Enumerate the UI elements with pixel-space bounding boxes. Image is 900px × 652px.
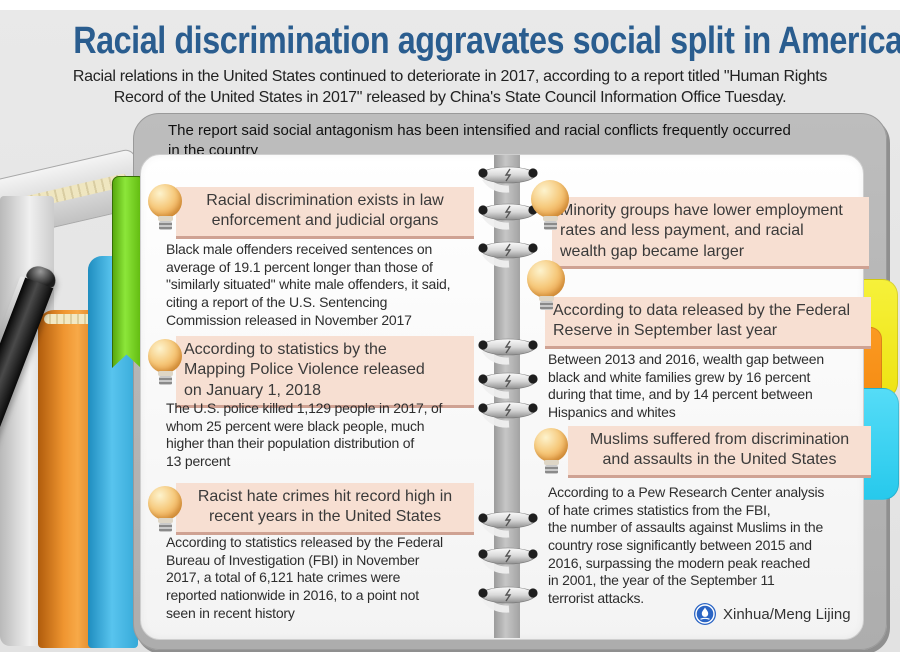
section-heading-police-violence: According to statistics by the Mapping P… <box>176 336 474 409</box>
section-body-law-enforcement: Black male offenders received sentences … <box>166 241 451 328</box>
spiral-ring-icon <box>477 336 539 366</box>
lightbulb-icon <box>147 486 183 538</box>
section-heading-employment: Minority groups have lower employment ra… <box>552 197 869 270</box>
lightbulb-icon <box>147 184 183 236</box>
section-body-police-violence: The U.S. police killed 1,129 people in 2… <box>166 400 443 469</box>
section-heading-hate-crimes: Racist hate crimes hit record high in re… <box>176 483 474 535</box>
top-border <box>0 0 900 10</box>
section-heading-law-enforcement: Racial discrimination exists in law enfo… <box>176 187 474 239</box>
section-heading-muslims: Muslims suffered from discrimination and… <box>568 426 871 478</box>
xinhua-logo <box>694 603 716 625</box>
page-subtitle: Racial relations in the United States co… <box>72 68 828 107</box>
lightbulb-icon <box>530 180 570 238</box>
lightbulb-icon <box>526 260 566 318</box>
section-body-hate-crimes: According to statistics released by the … <box>166 534 443 621</box>
section-heading-federal-reserve: According to data released by the Federa… <box>545 297 871 349</box>
section-body-muslims: According to a Pew Research Center analy… <box>548 484 825 606</box>
page-title-wrap: Racial discrimination aggravates social … <box>0 20 900 63</box>
section-body-federal-reserve: Between 2013 and 2016, wealth gap betwee… <box>548 351 824 420</box>
page-title: Racial discrimination aggravates social … <box>73 20 900 62</box>
green-bookmark-illustration <box>112 176 141 368</box>
lightbulb-icon <box>533 428 569 480</box>
credit-label: Xinhua/Meng Lijing <box>723 605 851 623</box>
spiral-ring-icon <box>477 370 539 400</box>
credit-line: Xinhua/Meng Lijing <box>693 602 851 626</box>
lightbulb-icon <box>147 339 183 391</box>
